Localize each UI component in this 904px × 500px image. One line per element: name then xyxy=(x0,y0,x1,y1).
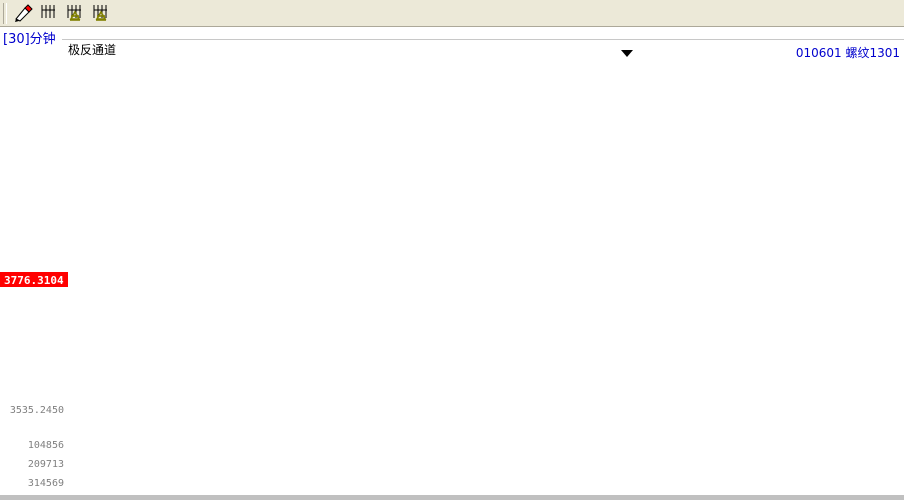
current-price-tag: 3776.3104 xyxy=(0,272,68,287)
price-axis-low-label: 3535.2450 xyxy=(9,405,64,416)
bottom-status-bar xyxy=(0,495,904,500)
volume-axis-label-1: 314569 xyxy=(27,478,64,489)
axis-rule xyxy=(62,39,904,40)
symbol-label[interactable]: 010601 螺纹1301 xyxy=(795,46,900,60)
volume-axis-label-2: 209713 xyxy=(27,459,64,470)
price-chart-pane[interactable] xyxy=(0,58,904,418)
volume-chart-pane[interactable] xyxy=(0,418,904,496)
time-axis[interactable] xyxy=(0,27,904,40)
gold-frame-b-icon[interactable] xyxy=(88,1,114,26)
main-toolbar xyxy=(0,0,904,27)
period-label[interactable]: [30]分钟 xyxy=(3,32,56,47)
gold-frame-a-icon[interactable] xyxy=(62,1,88,26)
candle-pen-icon[interactable] xyxy=(10,1,36,26)
toolbar-separator xyxy=(3,2,7,24)
volume-axis-label-3: 104856 xyxy=(27,440,64,451)
marker-triangle-icon xyxy=(621,50,633,57)
grid-columns-icon[interactable] xyxy=(36,1,62,26)
indicator-name[interactable]: 极反通道 xyxy=(68,43,117,57)
